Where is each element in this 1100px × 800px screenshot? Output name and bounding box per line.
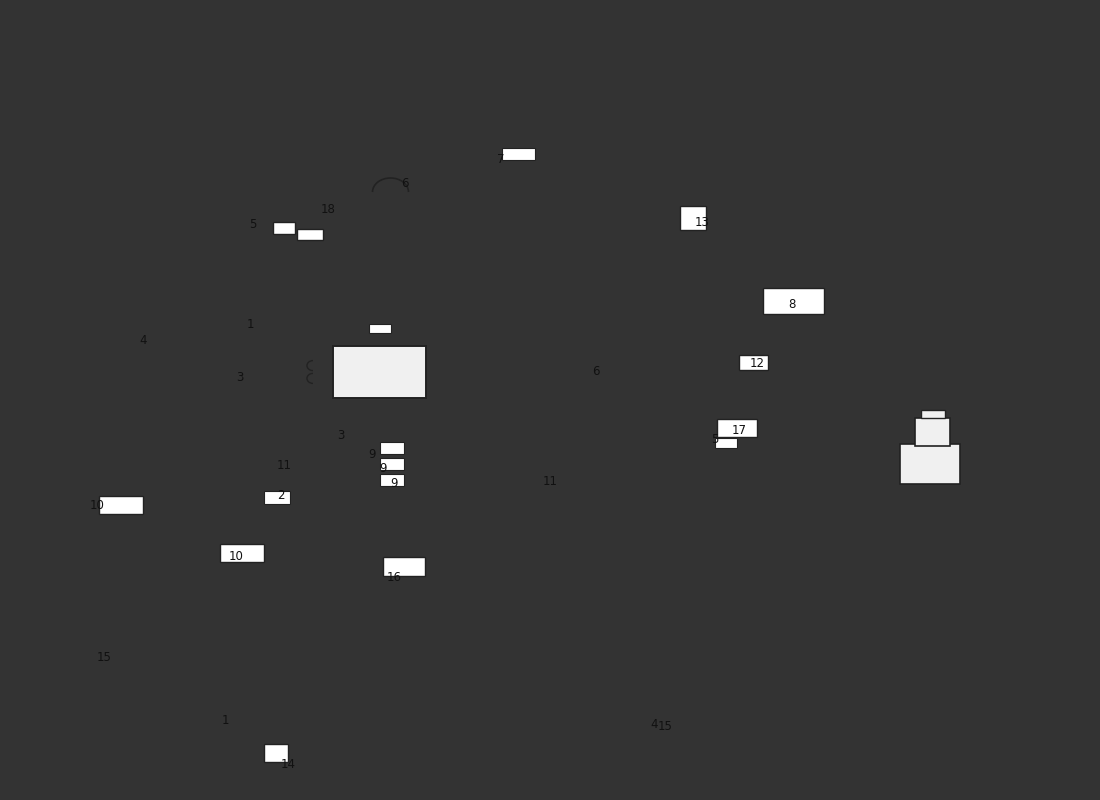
FancyBboxPatch shape xyxy=(220,544,264,562)
Text: 5: 5 xyxy=(250,218,256,230)
Text: 4: 4 xyxy=(140,334,146,346)
Text: euro: euro xyxy=(69,418,481,574)
Text: 3: 3 xyxy=(338,430,344,442)
Text: 3: 3 xyxy=(236,371,243,384)
FancyBboxPatch shape xyxy=(379,458,404,470)
FancyBboxPatch shape xyxy=(915,418,950,446)
Text: 1: 1 xyxy=(248,318,254,330)
Text: 9: 9 xyxy=(379,462,386,474)
FancyBboxPatch shape xyxy=(921,410,945,418)
Text: 17: 17 xyxy=(732,424,747,437)
Text: 7: 7 xyxy=(497,154,504,166)
FancyBboxPatch shape xyxy=(715,438,737,448)
FancyBboxPatch shape xyxy=(383,557,425,576)
FancyBboxPatch shape xyxy=(264,744,288,762)
FancyBboxPatch shape xyxy=(900,444,960,484)
Text: 18: 18 xyxy=(320,203,336,216)
FancyBboxPatch shape xyxy=(368,323,390,333)
FancyBboxPatch shape xyxy=(763,288,824,314)
Text: 10: 10 xyxy=(229,550,244,562)
FancyBboxPatch shape xyxy=(502,148,535,160)
Text: 2: 2 xyxy=(277,490,284,502)
Text: 5: 5 xyxy=(712,434,718,446)
Text: 13: 13 xyxy=(694,216,710,229)
FancyBboxPatch shape xyxy=(379,474,404,486)
Text: 11: 11 xyxy=(276,459,292,472)
FancyBboxPatch shape xyxy=(680,206,706,230)
Text: 6: 6 xyxy=(593,366,600,378)
Text: a passion for parts since 1985: a passion for parts since 1985 xyxy=(529,542,835,658)
Text: 1: 1 xyxy=(222,714,229,726)
Text: 9: 9 xyxy=(368,448,375,461)
Text: 6: 6 xyxy=(402,178,408,190)
FancyBboxPatch shape xyxy=(264,491,290,504)
Text: 4: 4 xyxy=(651,718,658,730)
Text: 15: 15 xyxy=(97,651,112,664)
Text: 12: 12 xyxy=(749,358,764,370)
FancyBboxPatch shape xyxy=(379,442,404,454)
Text: 15: 15 xyxy=(658,720,673,733)
FancyBboxPatch shape xyxy=(273,222,295,234)
Text: 9: 9 xyxy=(390,478,397,490)
FancyBboxPatch shape xyxy=(99,496,143,514)
Text: 14: 14 xyxy=(280,758,296,770)
Text: 11: 11 xyxy=(542,475,558,488)
Text: 16: 16 xyxy=(386,571,402,584)
Text: 8: 8 xyxy=(789,298,795,310)
Text: 10: 10 xyxy=(89,499,104,512)
FancyBboxPatch shape xyxy=(739,355,768,370)
FancyBboxPatch shape xyxy=(297,229,323,240)
FancyBboxPatch shape xyxy=(332,346,427,398)
FancyBboxPatch shape xyxy=(717,419,757,437)
FancyBboxPatch shape xyxy=(214,24,506,176)
